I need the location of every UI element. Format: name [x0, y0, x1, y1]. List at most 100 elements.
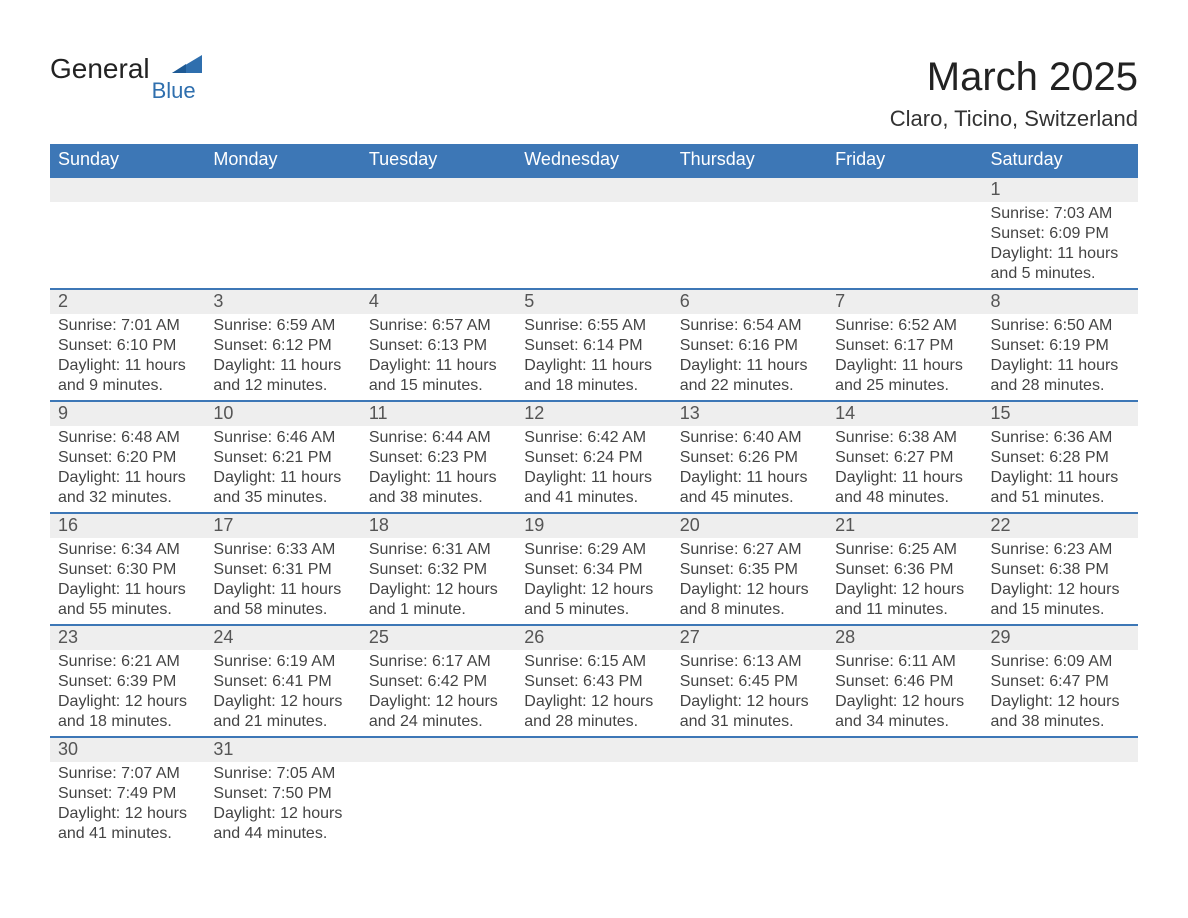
calendar-week: 1Sunrise: 7:03 AMSunset: 6:09 PMDaylight… — [50, 178, 1138, 288]
day-number: 30 — [50, 738, 205, 762]
calendar-cell: 7Sunrise: 6:52 AMSunset: 6:17 PMDaylight… — [827, 290, 982, 400]
sunset-text: Sunset: 6:20 PM — [58, 448, 197, 468]
day-number: 18 — [361, 514, 516, 538]
calendar-cell — [672, 738, 827, 848]
sunrise-text: Sunrise: 6:11 AM — [835, 652, 974, 672]
day-body: Sunrise: 6:38 AMSunset: 6:27 PMDaylight:… — [827, 426, 982, 512]
sunset-text: Sunset: 6:32 PM — [369, 560, 508, 580]
sunrise-text: Sunrise: 6:34 AM — [58, 540, 197, 560]
day-body: Sunrise: 6:13 AMSunset: 6:45 PMDaylight:… — [672, 650, 827, 736]
calendar-cell — [983, 738, 1138, 848]
daylight-text: Daylight: 11 hours and 55 minutes. — [58, 580, 197, 620]
daylight-text: Daylight: 11 hours and 15 minutes. — [369, 356, 508, 396]
calendar-week: 2Sunrise: 7:01 AMSunset: 6:10 PMDaylight… — [50, 288, 1138, 400]
day-number — [672, 738, 827, 762]
daylight-text: Daylight: 11 hours and 35 minutes. — [213, 468, 352, 508]
calendar-cell: 22Sunrise: 6:23 AMSunset: 6:38 PMDayligh… — [983, 514, 1138, 624]
day-number: 15 — [983, 402, 1138, 426]
sunset-text: Sunset: 6:42 PM — [369, 672, 508, 692]
sunrise-text: Sunrise: 6:09 AM — [991, 652, 1130, 672]
day-number: 19 — [516, 514, 671, 538]
day-number: 8 — [983, 290, 1138, 314]
calendar-cell — [516, 738, 671, 848]
day-body: Sunrise: 6:34 AMSunset: 6:30 PMDaylight:… — [50, 538, 205, 624]
daylight-text: Daylight: 11 hours and 22 minutes. — [680, 356, 819, 396]
day-body — [827, 202, 982, 208]
day-body: Sunrise: 6:59 AMSunset: 6:12 PMDaylight:… — [205, 314, 360, 400]
day-of-week: Monday — [205, 144, 360, 176]
daylight-text: Daylight: 12 hours and 44 minutes. — [213, 804, 352, 844]
sunset-text: Sunset: 6:38 PM — [991, 560, 1130, 580]
sunset-text: Sunset: 6:39 PM — [58, 672, 197, 692]
calendar-cell: 4Sunrise: 6:57 AMSunset: 6:13 PMDaylight… — [361, 290, 516, 400]
day-body: Sunrise: 6:52 AMSunset: 6:17 PMDaylight:… — [827, 314, 982, 400]
daylight-text: Daylight: 11 hours and 12 minutes. — [213, 356, 352, 396]
sunset-text: Sunset: 6:27 PM — [835, 448, 974, 468]
day-number: 16 — [50, 514, 205, 538]
calendar-cell: 6Sunrise: 6:54 AMSunset: 6:16 PMDaylight… — [672, 290, 827, 400]
day-body: Sunrise: 7:07 AMSunset: 7:49 PMDaylight:… — [50, 762, 205, 848]
day-number: 12 — [516, 402, 671, 426]
day-body: Sunrise: 6:17 AMSunset: 6:42 PMDaylight:… — [361, 650, 516, 736]
calendar-cell: 9Sunrise: 6:48 AMSunset: 6:20 PMDaylight… — [50, 402, 205, 512]
day-body — [205, 202, 360, 208]
day-number: 11 — [361, 402, 516, 426]
day-number: 31 — [205, 738, 360, 762]
calendar-cell: 25Sunrise: 6:17 AMSunset: 6:42 PMDayligh… — [361, 626, 516, 736]
day-number: 22 — [983, 514, 1138, 538]
day-number: 2 — [50, 290, 205, 314]
day-number — [827, 178, 982, 202]
calendar-cell: 12Sunrise: 6:42 AMSunset: 6:24 PMDayligh… — [516, 402, 671, 512]
day-number: 9 — [50, 402, 205, 426]
sunset-text: Sunset: 6:46 PM — [835, 672, 974, 692]
logo-secondary: Blue — [152, 80, 196, 102]
day-number: 17 — [205, 514, 360, 538]
sunset-text: Sunset: 6:14 PM — [524, 336, 663, 356]
day-number: 24 — [205, 626, 360, 650]
calendar-cell: 3Sunrise: 6:59 AMSunset: 6:12 PMDaylight… — [205, 290, 360, 400]
day-number — [827, 738, 982, 762]
day-number — [516, 178, 671, 202]
calendar-cell: 8Sunrise: 6:50 AMSunset: 6:19 PMDaylight… — [983, 290, 1138, 400]
daylight-text: Daylight: 11 hours and 48 minutes. — [835, 468, 974, 508]
daylight-text: Daylight: 12 hours and 24 minutes. — [369, 692, 508, 732]
day-number — [361, 738, 516, 762]
sunrise-text: Sunrise: 6:52 AM — [835, 316, 974, 336]
daylight-text: Daylight: 11 hours and 9 minutes. — [58, 356, 197, 396]
calendar-cell: 10Sunrise: 6:46 AMSunset: 6:21 PMDayligh… — [205, 402, 360, 512]
day-number — [205, 178, 360, 202]
calendar-cell: 13Sunrise: 6:40 AMSunset: 6:26 PMDayligh… — [672, 402, 827, 512]
calendar-cell: 19Sunrise: 6:29 AMSunset: 6:34 PMDayligh… — [516, 514, 671, 624]
daylight-text: Daylight: 11 hours and 32 minutes. — [58, 468, 197, 508]
day-body: Sunrise: 7:01 AMSunset: 6:10 PMDaylight:… — [50, 314, 205, 400]
calendar-cell: 20Sunrise: 6:27 AMSunset: 6:35 PMDayligh… — [672, 514, 827, 624]
day-body — [827, 762, 982, 768]
sunset-text: Sunset: 6:24 PM — [524, 448, 663, 468]
calendar-cell: 31Sunrise: 7:05 AMSunset: 7:50 PMDayligh… — [205, 738, 360, 848]
calendar-cell — [516, 178, 671, 288]
day-number: 3 — [205, 290, 360, 314]
day-number — [516, 738, 671, 762]
calendar-cell: 29Sunrise: 6:09 AMSunset: 6:47 PMDayligh… — [983, 626, 1138, 736]
day-number: 13 — [672, 402, 827, 426]
daylight-text: Daylight: 12 hours and 41 minutes. — [58, 804, 197, 844]
page-title: March 2025 — [890, 55, 1138, 100]
daylight-text: Daylight: 12 hours and 18 minutes. — [58, 692, 197, 732]
daylight-text: Daylight: 11 hours and 58 minutes. — [213, 580, 352, 620]
day-body: Sunrise: 6:09 AMSunset: 6:47 PMDaylight:… — [983, 650, 1138, 736]
sunset-text: Sunset: 6:19 PM — [991, 336, 1130, 356]
day-body — [361, 202, 516, 208]
daylight-text: Daylight: 12 hours and 38 minutes. — [991, 692, 1130, 732]
calendar-cell: 30Sunrise: 7:07 AMSunset: 7:49 PMDayligh… — [50, 738, 205, 848]
calendar-cell: 11Sunrise: 6:44 AMSunset: 6:23 PMDayligh… — [361, 402, 516, 512]
sunrise-text: Sunrise: 7:01 AM — [58, 316, 197, 336]
day-body: Sunrise: 6:23 AMSunset: 6:38 PMDaylight:… — [983, 538, 1138, 624]
sunrise-text: Sunrise: 6:27 AM — [680, 540, 819, 560]
day-number: 25 — [361, 626, 516, 650]
day-number — [50, 178, 205, 202]
sunset-text: Sunset: 6:47 PM — [991, 672, 1130, 692]
day-body — [516, 762, 671, 768]
sunset-text: Sunset: 6:41 PM — [213, 672, 352, 692]
logo-primary: General — [50, 55, 150, 83]
sunrise-text: Sunrise: 6:36 AM — [991, 428, 1130, 448]
